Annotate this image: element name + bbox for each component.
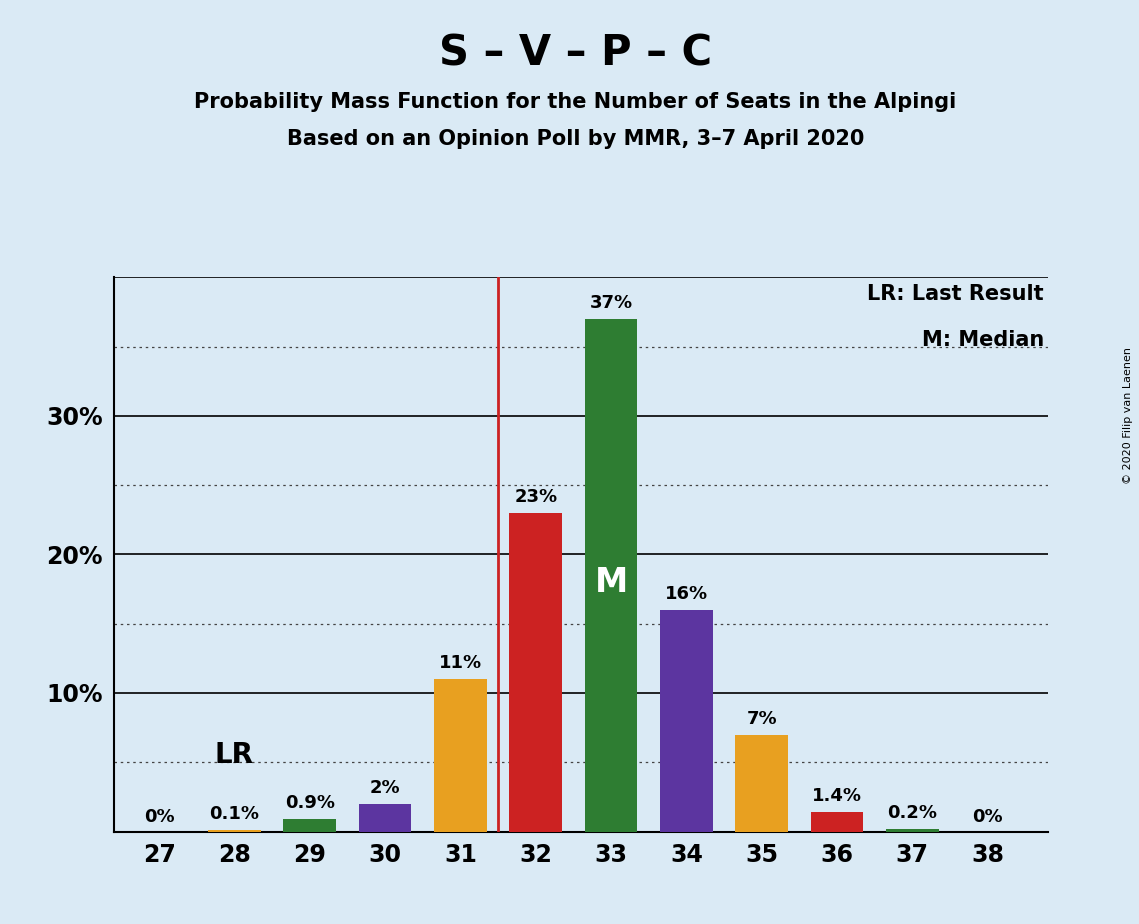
Bar [284, 819, 336, 832]
Text: M: Median: M: Median [921, 330, 1044, 350]
Text: 1.4%: 1.4% [812, 787, 862, 805]
Text: S – V – P – C: S – V – P – C [439, 32, 712, 74]
Bar [359, 804, 411, 832]
Text: LR: LR [215, 741, 254, 770]
Text: Probability Mass Function for the Number of Seats in the Alpingi: Probability Mass Function for the Number… [194, 92, 957, 113]
Text: 0%: 0% [973, 808, 1003, 826]
Bar [659, 610, 713, 832]
Text: 0.9%: 0.9% [285, 795, 335, 812]
Bar [584, 319, 638, 832]
Bar [736, 735, 788, 832]
Text: 0.2%: 0.2% [887, 804, 937, 822]
Text: 23%: 23% [514, 488, 557, 506]
Text: 11%: 11% [439, 654, 482, 673]
Text: 7%: 7% [746, 710, 777, 728]
Bar [886, 829, 939, 832]
Bar [434, 679, 486, 832]
Text: Based on an Opinion Poll by MMR, 3–7 April 2020: Based on an Opinion Poll by MMR, 3–7 Apr… [287, 129, 863, 150]
Text: 0.1%: 0.1% [210, 806, 260, 823]
Text: 0%: 0% [144, 808, 174, 826]
Text: 37%: 37% [590, 294, 632, 312]
Bar [208, 830, 261, 832]
Text: LR: Last Result: LR: Last Result [868, 285, 1044, 304]
Text: © 2020 Filip van Laenen: © 2020 Filip van Laenen [1123, 347, 1133, 484]
Bar [509, 513, 562, 832]
Bar [811, 812, 863, 832]
Text: 16%: 16% [665, 585, 708, 602]
Text: 2%: 2% [370, 779, 401, 796]
Text: M: M [595, 565, 628, 599]
